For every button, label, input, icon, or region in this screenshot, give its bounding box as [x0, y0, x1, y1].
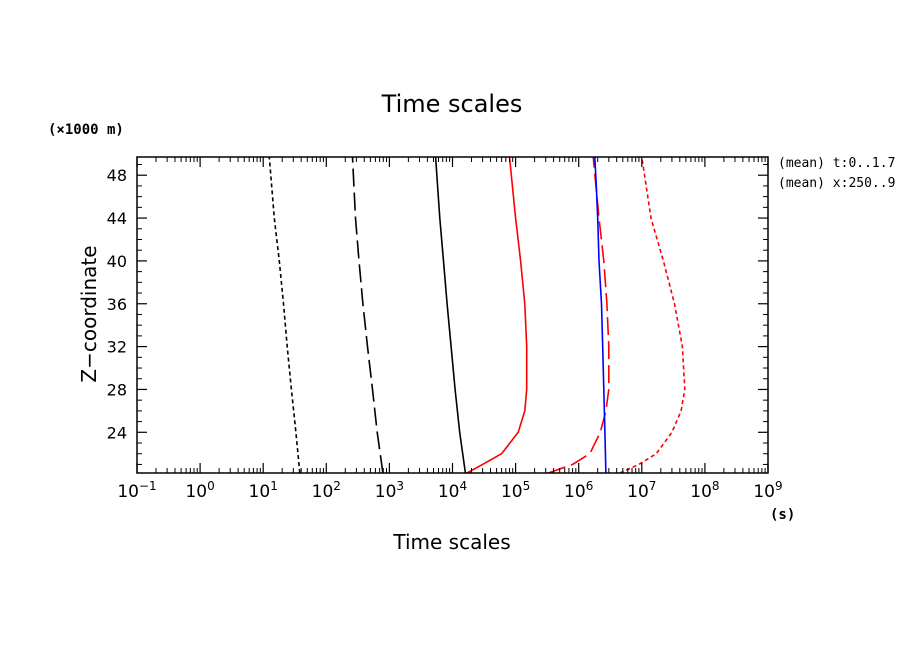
x-tick-label: 105	[501, 479, 530, 502]
chart-title: Time scales	[381, 90, 523, 118]
x-tick-label: 107	[627, 479, 656, 502]
series-layer	[268, 156, 686, 474]
x-tick-label: 10−1	[117, 479, 156, 502]
x-tick-label: 108	[690, 479, 719, 502]
series-line-7	[619, 156, 686, 474]
y-axis-unit: (×1000 m)	[48, 122, 124, 138]
series-line-2	[351, 156, 384, 474]
x-tick-label: 103	[375, 479, 404, 502]
y-tick-label: 44	[107, 209, 127, 228]
series-line-3	[434, 156, 467, 474]
y-tick-label: 32	[107, 338, 127, 357]
x-tick-label: 102	[312, 479, 341, 502]
x-tick-label: 109	[753, 479, 782, 502]
y-tick-label: 36	[107, 295, 127, 314]
x-axis-label: Time scales	[392, 530, 510, 554]
ticks-layer: 10−1 100 101 102 103 104 105 106 107 108 109 24 28 32…	[107, 157, 783, 502]
series-line-4	[466, 156, 528, 474]
y-tick-label: 40	[107, 252, 127, 271]
series-line-6	[594, 156, 607, 474]
series-line-1	[268, 156, 301, 474]
y-tick-label: 24	[107, 423, 127, 442]
y-tick-label: 48	[107, 166, 127, 185]
series-line-5	[548, 156, 610, 474]
annotation-time-mean: (mean) t:0..1.7	[778, 156, 895, 171]
x-tick-label: 101	[249, 479, 278, 502]
x-tick-label: 100	[185, 479, 214, 502]
x-tick-label: 104	[438, 479, 467, 502]
x-tick-label: 106	[564, 479, 593, 502]
plot-frame	[136, 156, 769, 474]
x-axis-unit: (s)	[770, 507, 795, 523]
y-tick-label: 28	[107, 380, 127, 399]
y-axis-label: Z−coordinate	[77, 245, 101, 382]
annotation-x-mean: (mean) x:250..9	[778, 176, 895, 191]
